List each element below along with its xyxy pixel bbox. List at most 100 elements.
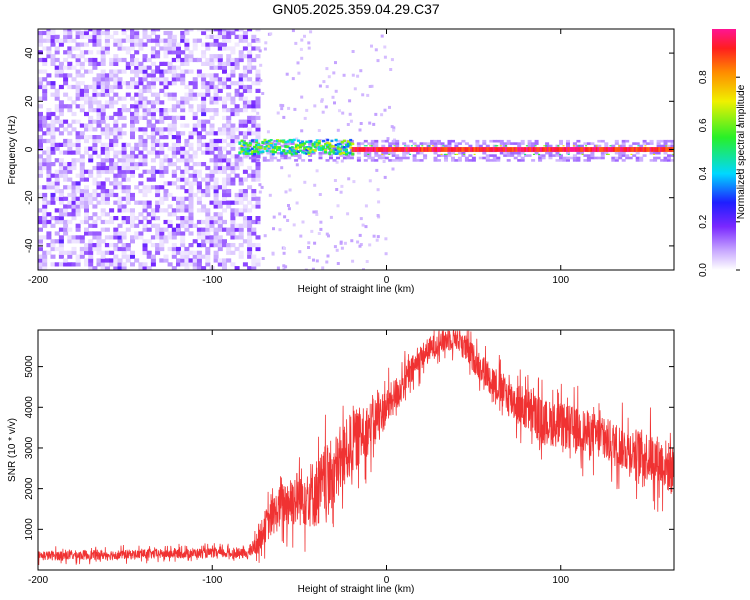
spectrogram-cell: [188, 173, 194, 178]
spectrogram-cell: [92, 192, 98, 198]
spectrogram-cell: [209, 65, 215, 70]
spectrogram-cell: [96, 235, 102, 240]
spectrogram-cell: [46, 169, 52, 174]
spectrogram-cell: [226, 258, 232, 263]
spectrogram-cell: [242, 96, 248, 101]
spectrogram-cell: [58, 200, 64, 205]
spectrogram-cell: [363, 151, 368, 155]
spectrogram-cell: [163, 254, 169, 259]
spectrogram-cell: [403, 145, 406, 147]
spectrogram-cell: [311, 151, 316, 155]
spectrogram-cell: [100, 81, 106, 86]
spectrogram-cell: [130, 169, 135, 174]
spectrogram-cell: [75, 84, 81, 90]
spectrogram-cell: [370, 44, 373, 48]
spectrogram-cell: [38, 216, 43, 221]
spectrogram-cell: [329, 215, 333, 219]
spectrogram-cell: [375, 168, 379, 172]
spectrogram-cell: [416, 159, 421, 162]
spectrogram-cell: [42, 96, 48, 101]
spectrogram-cell: [459, 147, 462, 152]
spectrogram-cell: [336, 152, 340, 155]
spectrogram-cell: [226, 119, 232, 124]
spectrogram-cell: [234, 138, 240, 144]
spectrogram-cell: [614, 139, 619, 143]
spectrogram-cell: [109, 127, 115, 132]
spectrogram-cell: [213, 138, 219, 144]
spectrogram-cell: [113, 111, 119, 117]
spectrogram-cell: [222, 138, 227, 144]
spectrogram-cell: [263, 147, 267, 150]
spectrogram-cell: [609, 145, 612, 147]
spectrogram-cell: [255, 169, 261, 174]
spectrogram-cell: [184, 223, 190, 228]
spectrogram-cell: [67, 54, 73, 59]
spectrogram-cell: [457, 142, 462, 145]
spectrogram-cell: [146, 239, 152, 244]
spectrogram-cell: [201, 81, 207, 86]
spectrogram-cell: [398, 159, 403, 162]
spectrogram-cell: [309, 150, 313, 153]
spectrogram-cell: [104, 212, 110, 217]
spectrogram-cell: [96, 34, 102, 39]
spectrogram-cell: [646, 142, 651, 145]
spectrogram-cell: [167, 192, 173, 198]
spectrogram-cell: [159, 158, 165, 163]
spectrogram-cell: [130, 135, 135, 140]
spectrogram-cell: [380, 34, 384, 38]
spectrogram-cell: [142, 189, 148, 194]
spectrogram-cell: [184, 169, 190, 174]
spectrogram-cell: [576, 151, 581, 155]
spectrogram-cell: [171, 254, 177, 259]
spectrogram-cell: [402, 151, 407, 155]
spectrogram-cell: [269, 151, 274, 155]
spectrogram-cell: [150, 69, 156, 74]
spectrogram-cell: [457, 151, 462, 155]
spectrogram-cell: [159, 246, 165, 252]
spectrogram-cell: [226, 173, 232, 178]
spectrogram-cell: [321, 266, 325, 270]
spectrogram-cell: [307, 256, 311, 259]
spectrogram-cell: [538, 153, 541, 155]
spectrogram-cell: [552, 147, 554, 152]
spectrogram-cell: [555, 147, 558, 152]
spectrogram-cell: [262, 156, 267, 160]
spectrogram-cell: [84, 216, 89, 221]
spectrogram-cell: [273, 150, 277, 154]
spectrogram-cell: [376, 147, 378, 152]
spectrogram-cell: [230, 250, 236, 255]
spectrogram-cell: [226, 96, 232, 101]
spectrogram-cell: [117, 57, 123, 63]
spectrogram-cell: [325, 159, 330, 162]
spectrogram-cell: [213, 243, 219, 248]
spectrogram-cell: [54, 92, 60, 97]
spectrogram-cell: [88, 135, 94, 140]
spectrogram-cell: [46, 185, 52, 190]
spectrogram-cell: [125, 38, 131, 43]
spectrogram-cell: [290, 142, 295, 145]
spectrogram-cell: [209, 100, 215, 105]
spectrogram-cell: [347, 177, 351, 181]
spectrogram-cell: [109, 250, 115, 255]
spectrogram-cell: [428, 147, 431, 152]
spectrogram-cell: [142, 138, 148, 144]
spectrogram-cell: [255, 235, 261, 240]
spectrogram-cell: [75, 185, 81, 190]
spectrogram-cell: [240, 146, 244, 149]
spectrogram-cell: [209, 158, 215, 163]
spectrogram-cell: [464, 156, 469, 160]
spectrogram-cell: [167, 69, 173, 74]
spectrogram-cell: [63, 227, 69, 232]
spectrogram-cell: [370, 142, 375, 145]
spectrogram-cell: [234, 135, 240, 140]
spectrogram-cell: [261, 140, 265, 144]
spectrogram-cell: [423, 147, 426, 152]
spectrogram-cell: [623, 147, 626, 152]
spectrogram-cell: [242, 104, 248, 109]
spectrogram-cell: [54, 34, 60, 39]
spectrogram-cell: [213, 146, 219, 151]
spectrogram-cell: [201, 108, 207, 113]
spectrogram-cell: [499, 151, 504, 155]
spectrogram-cell: [578, 147, 581, 152]
spectrogram-cell: [184, 96, 190, 101]
